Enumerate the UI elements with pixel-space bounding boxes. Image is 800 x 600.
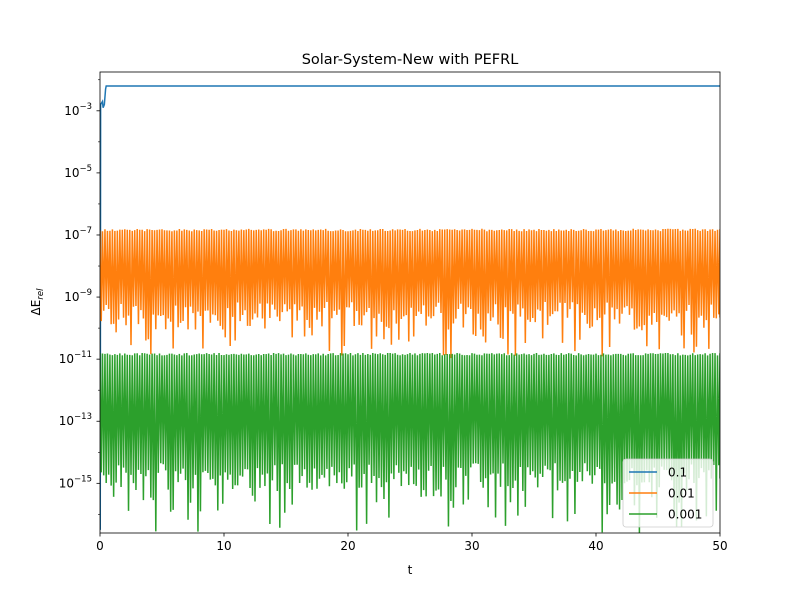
legend-label: 0.001 (668, 508, 702, 522)
y-tick-label: 10−11 (59, 350, 92, 366)
plot-series-layer (100, 85, 720, 533)
y-tick-label: 10−3 (64, 102, 92, 118)
axes-layer: 0 10 20 30 40 50 10−3 10−5 10−7 10−9 10−11 10−13 10−… (59, 71, 728, 553)
y-tick-label: 10−9 (64, 288, 92, 304)
plot-frame (99, 71, 721, 534)
y-tick-label: 10−5 (64, 164, 92, 180)
y-tick-label: 10−7 (64, 226, 92, 242)
x-tick-label: 30 (464, 539, 479, 553)
y-axis-label-main: ΔE (29, 300, 43, 316)
y-axis-label-subscript: rel (36, 288, 46, 300)
series-line-0_01 (100, 228, 720, 359)
x-tick-label: 0 (96, 539, 104, 553)
legend-box (622, 458, 714, 528)
series-line-0_1 (100, 85, 720, 530)
chart-title: Solar-System-New with PEFRL (302, 52, 519, 68)
y-tick-label: 10−15 (59, 474, 92, 490)
x-tick-label: 40 (588, 539, 603, 553)
y-axis-label: ΔErel (29, 288, 46, 316)
x-tick-label: 10 (216, 539, 231, 553)
y-tick-label: 10−13 (59, 412, 92, 428)
x-tick-label: 50 (712, 539, 727, 553)
x-axis-label: t (408, 563, 413, 577)
legend-label: 0.01 (668, 487, 695, 501)
legend-label: 0.1 (668, 466, 687, 480)
legend: 0.1 0.01 0.001 (622, 458, 714, 528)
series-line-0_001 (100, 352, 720, 533)
x-tick-label: 20 (340, 539, 355, 553)
